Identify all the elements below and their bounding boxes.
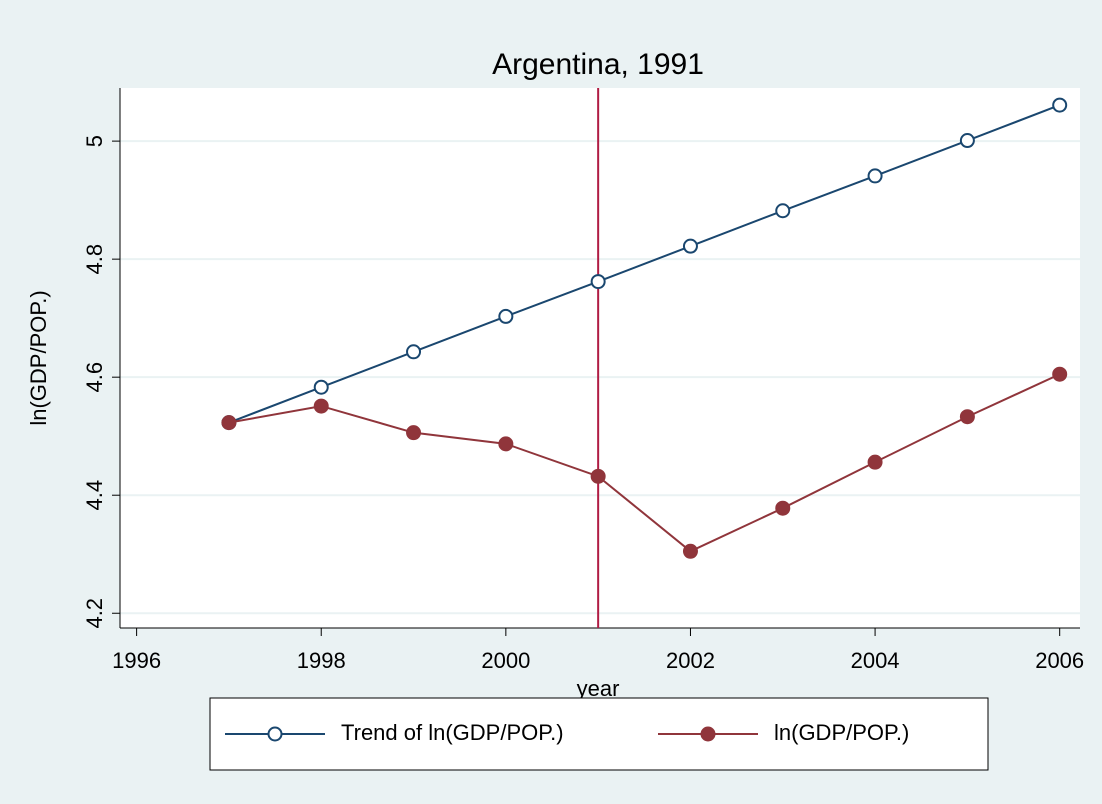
- y-tick-label: 4.8: [82, 244, 107, 275]
- marker: [590, 274, 606, 290]
- legend-label: ln(GDP/POP.): [774, 720, 909, 745]
- y-tick-label: 4.6: [82, 362, 107, 393]
- x-tick-label: 1998: [297, 648, 346, 673]
- marker: [498, 436, 514, 452]
- y-tick-label: 4.2: [82, 598, 107, 629]
- marker: [867, 168, 883, 184]
- marker: [682, 238, 698, 254]
- y-axis-label: ln(GDP/POP.): [26, 290, 51, 425]
- marker: [959, 133, 975, 149]
- y-tick-label: 4.4: [82, 480, 107, 511]
- marker: [867, 454, 883, 470]
- x-tick-label: 2006: [1035, 648, 1084, 673]
- marker: [1052, 366, 1068, 382]
- marker: [959, 409, 975, 425]
- y-tick-label: 5: [82, 135, 107, 147]
- legend: [209, 697, 989, 771]
- marker: [406, 425, 422, 441]
- legend-marker: [700, 726, 716, 742]
- x-tick-label: 2004: [851, 648, 900, 673]
- chart-title: Argentina, 1991: [492, 48, 704, 81]
- series-line: [228, 104, 1061, 424]
- marker: [775, 500, 791, 516]
- series-line: [228, 373, 1061, 553]
- marker: [221, 415, 237, 431]
- marker: [313, 379, 329, 395]
- marker: [313, 398, 329, 414]
- marker: [498, 308, 514, 324]
- plot-area: [120, 88, 1080, 628]
- marker: [682, 543, 698, 559]
- x-axis-label: year: [577, 676, 620, 701]
- marker: [590, 468, 606, 484]
- legend-label: Trend of ln(GDP/POP.): [341, 720, 564, 745]
- marker: [1052, 97, 1068, 113]
- marker: [406, 344, 422, 360]
- x-tick-label: 2002: [666, 648, 715, 673]
- marker: [775, 203, 791, 219]
- legend-marker: [267, 726, 283, 742]
- x-tick-label: 2000: [481, 648, 530, 673]
- x-tick-label: 1996: [112, 648, 161, 673]
